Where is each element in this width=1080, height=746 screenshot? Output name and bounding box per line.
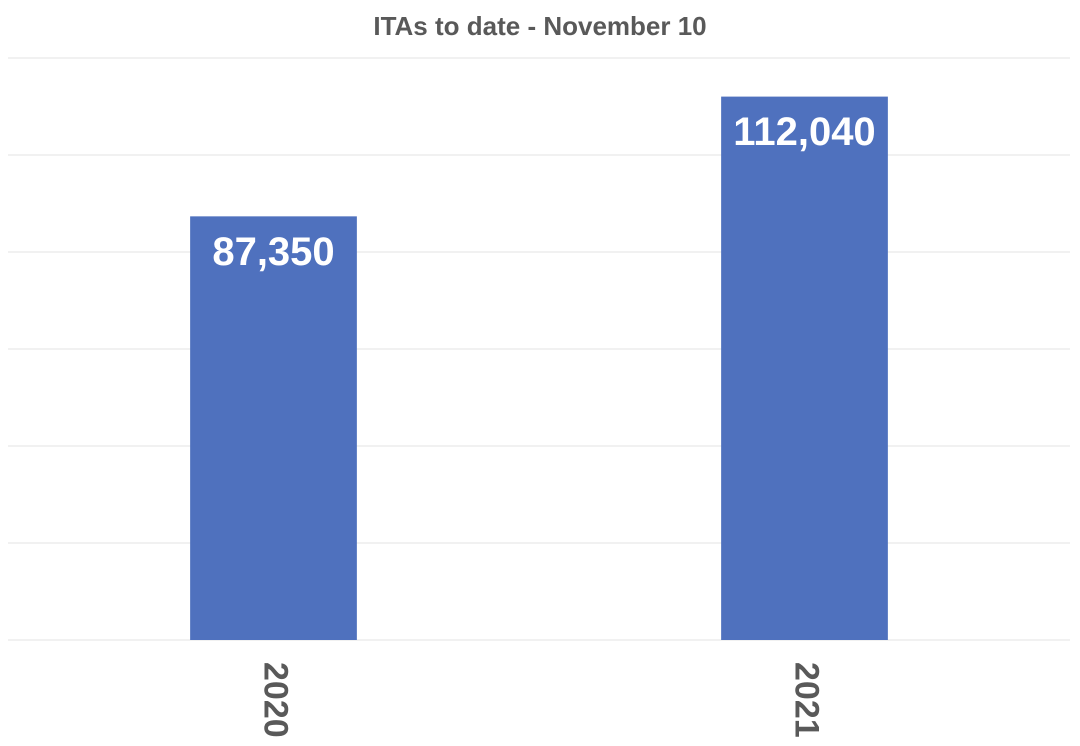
x-tick-label: 2021: [788, 662, 826, 738]
bar: [721, 96, 888, 640]
value-label: 87,350: [212, 230, 334, 274]
x-tick-label: 2020: [257, 662, 295, 738]
bar: [190, 216, 357, 641]
chart-title: ITAs to date - November 10: [373, 11, 706, 41]
value-label: 112,040: [733, 110, 875, 154]
